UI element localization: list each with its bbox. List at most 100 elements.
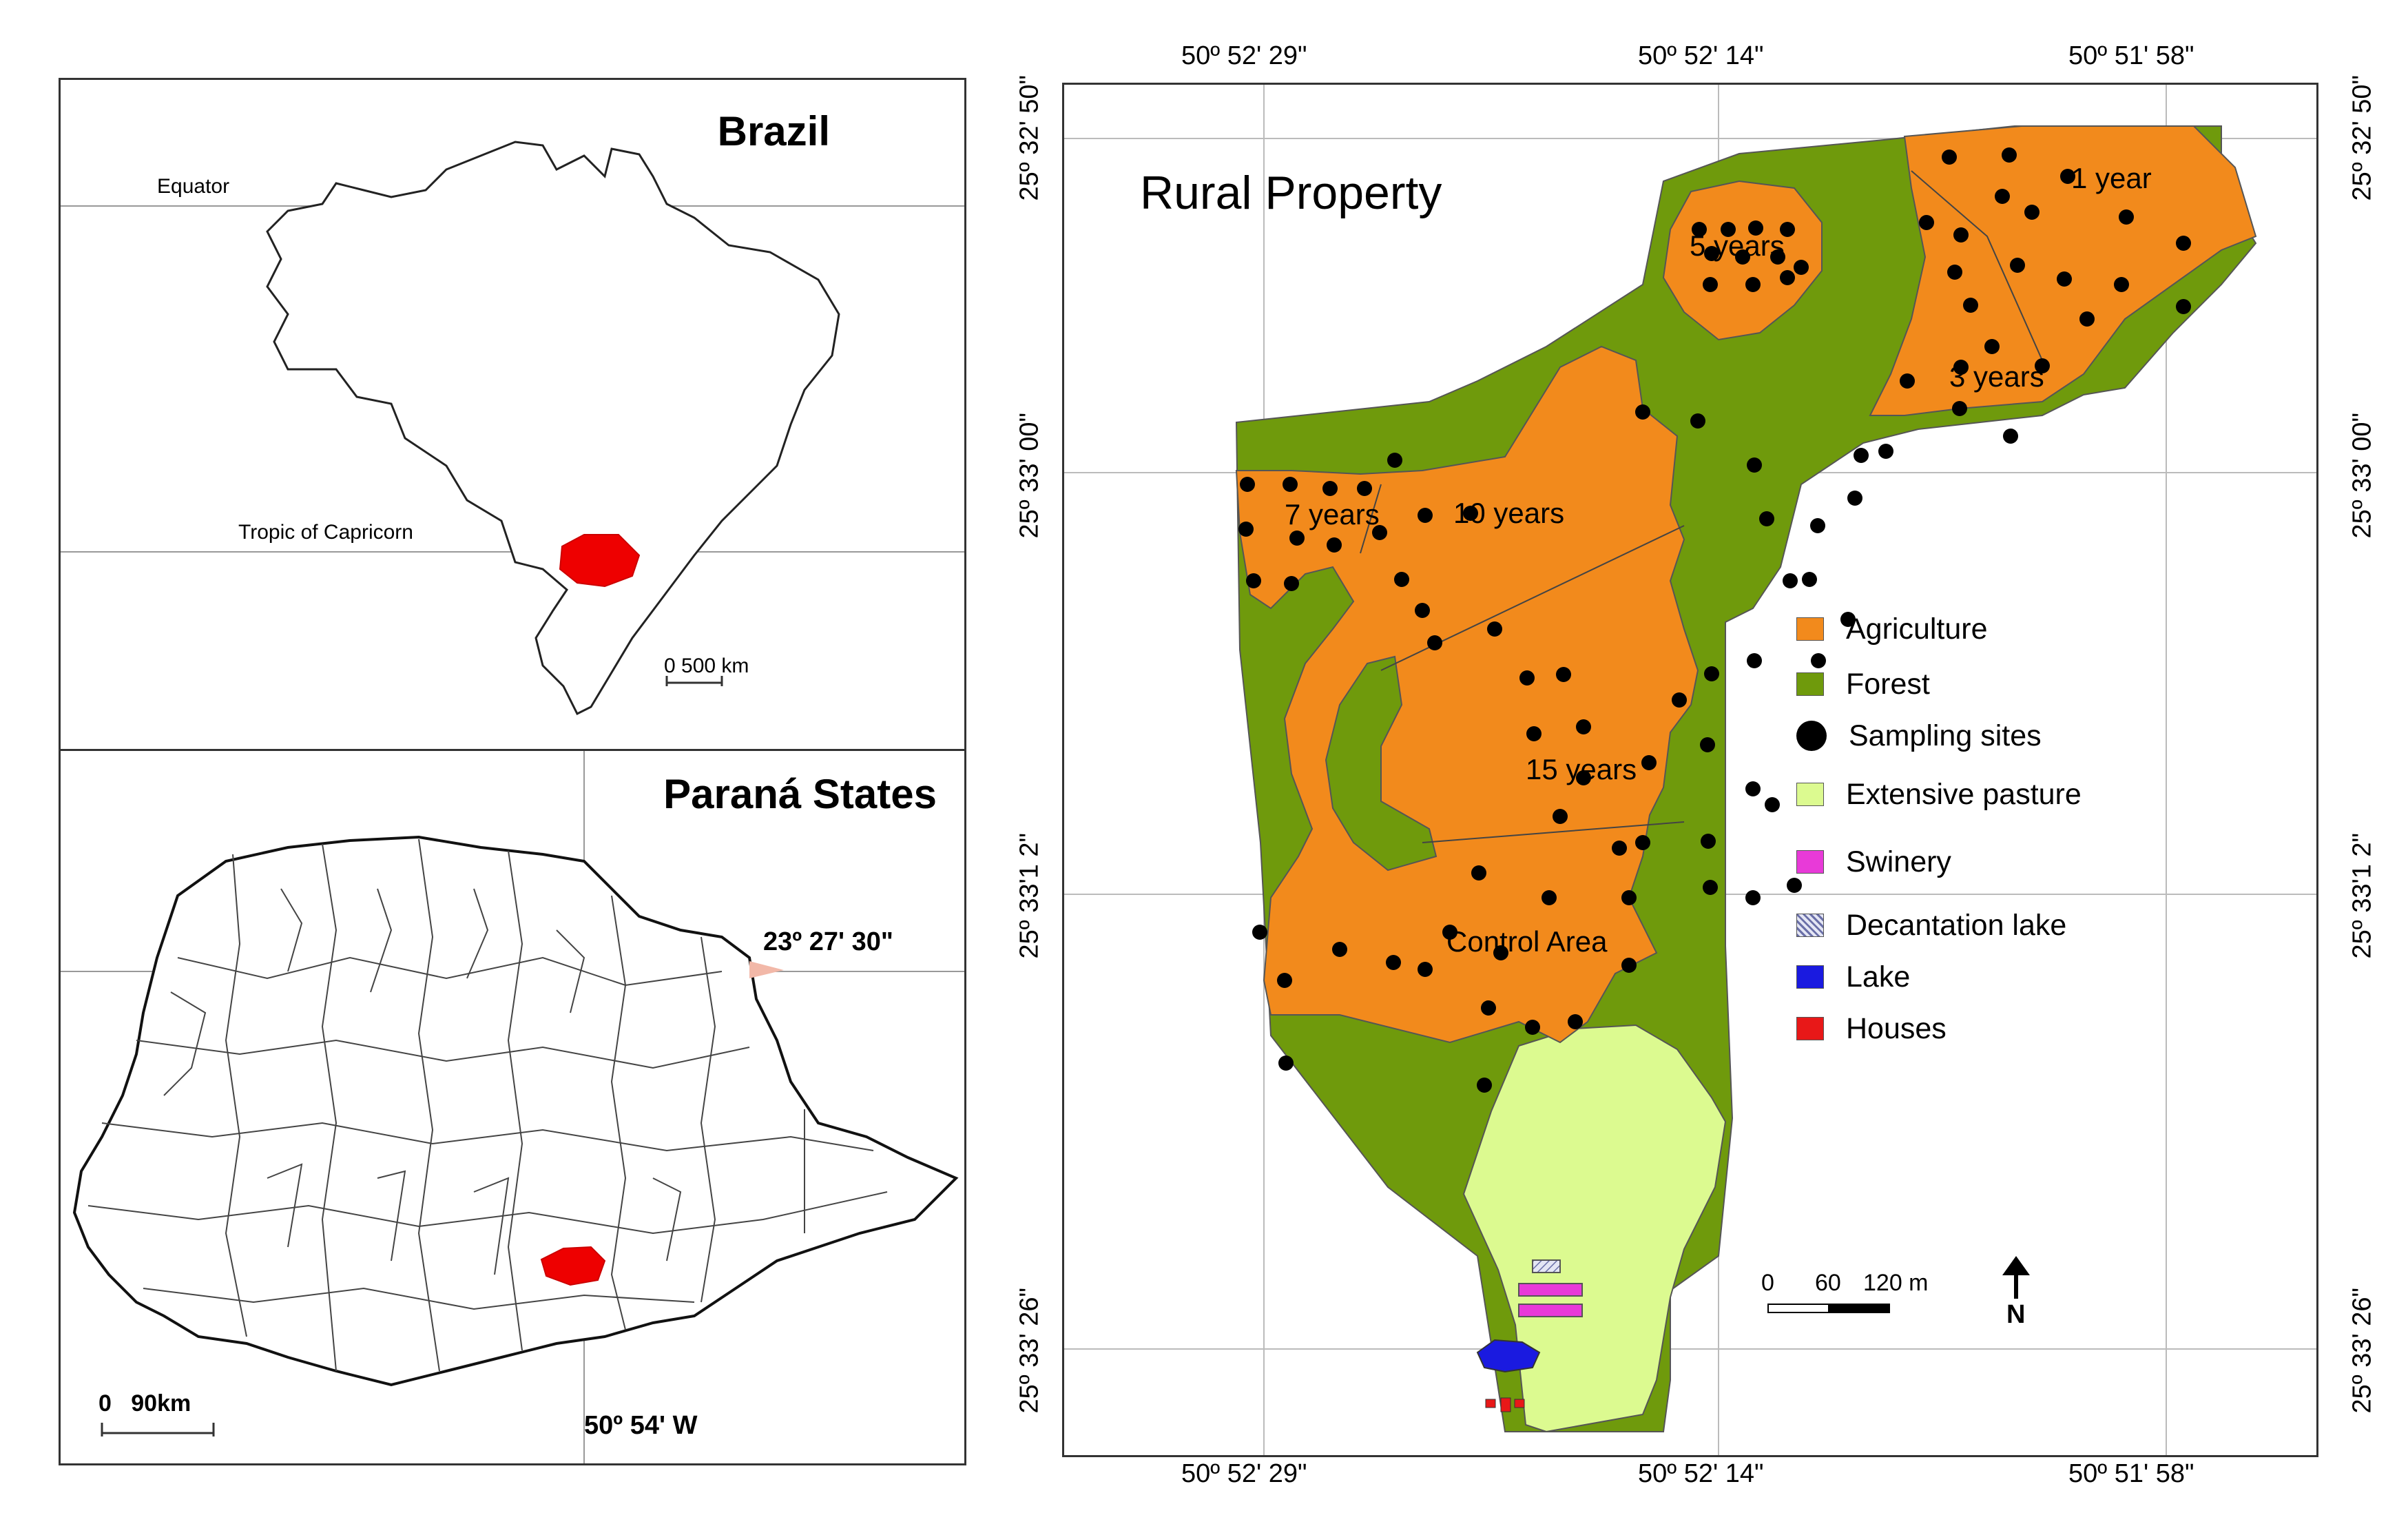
label-5-years: 5 years [1690,229,1785,262]
right-coord-1: 25º 32' 50" [2347,74,2377,201]
sampling-site [1703,277,1718,292]
sampling-site [1878,444,1893,459]
legend-swatch [1796,850,1824,874]
sampling-site [1704,666,1719,681]
sampling-site [1700,737,1715,752]
sampling-site [1770,249,1785,265]
north-arrow [2002,1256,2030,1299]
sampling-site [1525,1020,1540,1035]
sampling-site [1427,635,1442,650]
sampling-site [1387,453,1402,468]
sampling-site [1477,1078,1492,1093]
legend-label: Decantation lake [1846,908,2067,942]
sampling-site [1759,511,1774,526]
sampling-site [1252,925,1267,940]
sampling-site [1690,413,1705,429]
sampling-site [2003,429,2018,444]
property-scale-bar [1767,1304,1890,1313]
bottom-coord-2: 50º 52' 14" [1638,1459,1764,1488]
legend-swatch [1796,672,1824,696]
brazil-title: Brazil [717,108,830,154]
brazil-outline [266,141,840,716]
left-coord-3: 25º 33'1 2" [1015,832,1044,959]
sampling-site [1984,339,2000,354]
sampling-site [1471,865,1486,881]
legend-label: Lake [1846,960,1911,993]
legend-label: Agriculture [1846,612,1988,646]
right-coord-3: 25º 33'1 2" [2347,832,2377,959]
legend-label: Houses [1846,1011,1947,1045]
sampling-site [1621,958,1637,973]
parana-title: Paraná States [663,771,937,817]
sampling-site [1519,670,1535,686]
agriculture-area-1yr [1869,125,2257,416]
sampling-site [1327,537,1342,553]
house [1500,1397,1511,1412]
bottom-coord-3: 50º 51' 58" [2068,1459,2194,1488]
sampling-site [1765,797,1780,812]
lake [1476,1339,1541,1373]
label-1-year: 1 year [2071,162,2152,194]
sampling-site [1721,222,1736,237]
sampling-site [1526,726,1542,741]
sampling-site [1612,841,1627,856]
sampling-site [1246,573,1261,588]
sampling-sites [1238,147,2191,1093]
brazil-map-svg [61,141,964,716]
scale-label-end: 120 m [1863,1270,1929,1296]
sampling-site [1811,653,1826,668]
sampling-site [1840,612,1856,627]
legend-swatch [1796,914,1824,937]
legend-label: Extensive pasture [1846,777,2082,811]
sampling-site [1963,298,1978,313]
sampling-site [1635,835,1650,850]
sampling-site [2079,311,2095,327]
sampling-site [2114,277,2129,292]
north-label: N [2006,1300,2026,1329]
parana-lon-label: 50º 54' W [584,1411,698,1440]
parana-map-svg [61,751,964,1463]
sampling-site [1780,222,1795,237]
sampling-site [1641,755,1657,770]
legend-item: Forest [1796,667,1930,701]
parana-marker [749,961,784,978]
sampling-site [1386,955,1401,970]
legend-swatch [1796,721,1827,751]
sampling-site [2176,299,2191,314]
sampling-site [1278,1056,1294,1071]
sampling-site [1747,457,1762,473]
sampling-site [1745,277,1761,292]
legend-swatch [1796,783,1824,806]
sampling-site [1952,401,1967,416]
legend-label: Forest [1846,667,1930,701]
sampling-site [1576,719,1591,734]
sampling-site [1418,508,1433,523]
brazil-map-panel: Brazil Equator Tropic of Capricorn 0 500… [59,78,966,751]
sampling-site [1277,973,1292,988]
label-10-years: 10 years [1453,497,1565,529]
house [1485,1399,1496,1408]
sampling-site [1802,572,1817,587]
sampling-site [1357,481,1372,496]
sampling-site [1745,781,1761,796]
legend-item: Swinery [1796,845,1951,879]
sampling-site [1701,834,1716,849]
sampling-site [1542,890,1557,905]
parana-highlight-brazil [559,534,641,588]
parana-map-panel: Paraná States 23º 27' 30" 50º 54' W 0 90… [59,749,966,1465]
tropic-label: Tropic of Capricorn [238,521,413,544]
sampling-site [2060,169,2075,184]
sampling-site [1240,477,1255,492]
sampling-site [1900,373,1915,389]
parana-outline [72,835,959,1387]
right-coord-2: 25º 33' 00" [2347,412,2377,539]
houses [1485,1397,1525,1412]
sampling-site [1787,878,1802,893]
swinery-building [1518,1283,1583,1297]
sampling-site [1953,360,1969,375]
sampling-site [2010,258,2025,273]
sampling-site [1372,525,1387,540]
sampling-site [1995,189,2010,204]
sampling-site [2176,236,2191,251]
property-title: Rural Property [1140,167,1442,219]
